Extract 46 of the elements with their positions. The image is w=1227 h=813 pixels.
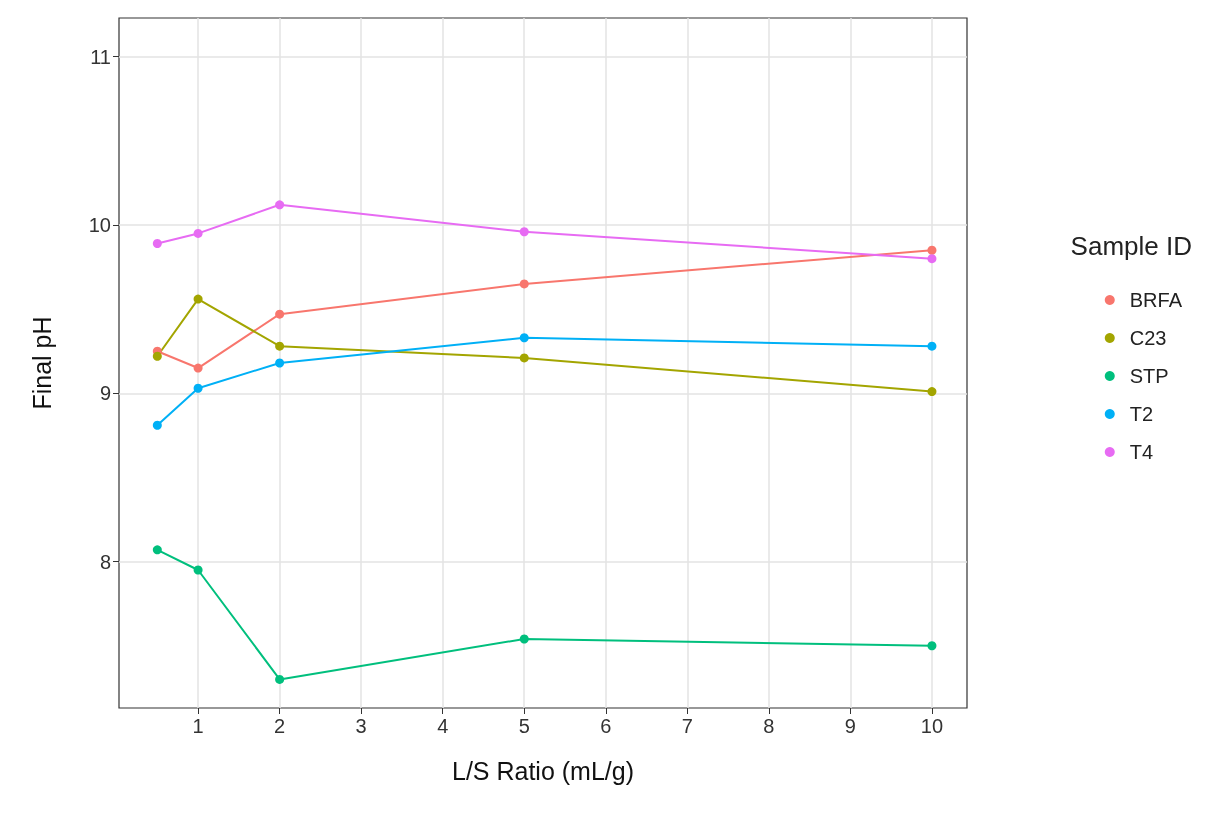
x-tick-label: 2 bbox=[274, 715, 286, 737]
x-tick-label: 6 bbox=[600, 715, 612, 737]
point bbox=[152, 351, 162, 361]
point bbox=[927, 341, 937, 351]
point bbox=[152, 420, 162, 430]
legend-label: STP bbox=[1129, 365, 1169, 387]
legend-label: BRFA bbox=[1129, 289, 1183, 311]
point bbox=[152, 239, 162, 249]
point bbox=[193, 565, 203, 575]
x-axis-title: L/S Ratio (mL/g) bbox=[451, 756, 635, 785]
point bbox=[275, 200, 285, 210]
point bbox=[519, 333, 529, 343]
point bbox=[927, 245, 937, 255]
y-tick-label: 10 bbox=[88, 214, 111, 236]
legend-label: T4 bbox=[1129, 441, 1154, 463]
point bbox=[275, 341, 285, 351]
y-axis-title: Final pH bbox=[27, 316, 56, 410]
point bbox=[275, 358, 285, 368]
point bbox=[519, 279, 529, 289]
point bbox=[193, 383, 203, 393]
y-tick-label: 8 bbox=[99, 550, 111, 573]
y-tick-label: 11 bbox=[90, 45, 111, 68]
point bbox=[927, 254, 937, 264]
legend-label: C23 bbox=[1129, 327, 1167, 349]
point bbox=[519, 634, 529, 644]
point bbox=[193, 294, 203, 304]
point bbox=[519, 353, 529, 363]
x-tick-label: 4 bbox=[437, 715, 449, 737]
x-tick-label: 9 bbox=[844, 715, 856, 737]
point bbox=[193, 228, 203, 238]
point bbox=[927, 641, 937, 651]
y-tick-label: 9 bbox=[99, 382, 111, 405]
x-tick-label: 8 bbox=[763, 715, 775, 737]
point bbox=[275, 309, 285, 319]
x-tick-label: 5 bbox=[518, 715, 530, 737]
point bbox=[275, 674, 285, 684]
x-tick-label: 10 bbox=[920, 715, 944, 737]
point bbox=[152, 545, 162, 555]
legend-label: T2 bbox=[1129, 403, 1154, 425]
point bbox=[193, 363, 203, 373]
legend-title: Sample ID bbox=[1070, 231, 1193, 261]
point bbox=[519, 227, 529, 237]
x-tick-label: 3 bbox=[355, 715, 367, 737]
x-tick-label: 7 bbox=[681, 715, 693, 737]
point bbox=[927, 387, 937, 397]
x-tick-label: 1 bbox=[192, 715, 204, 737]
